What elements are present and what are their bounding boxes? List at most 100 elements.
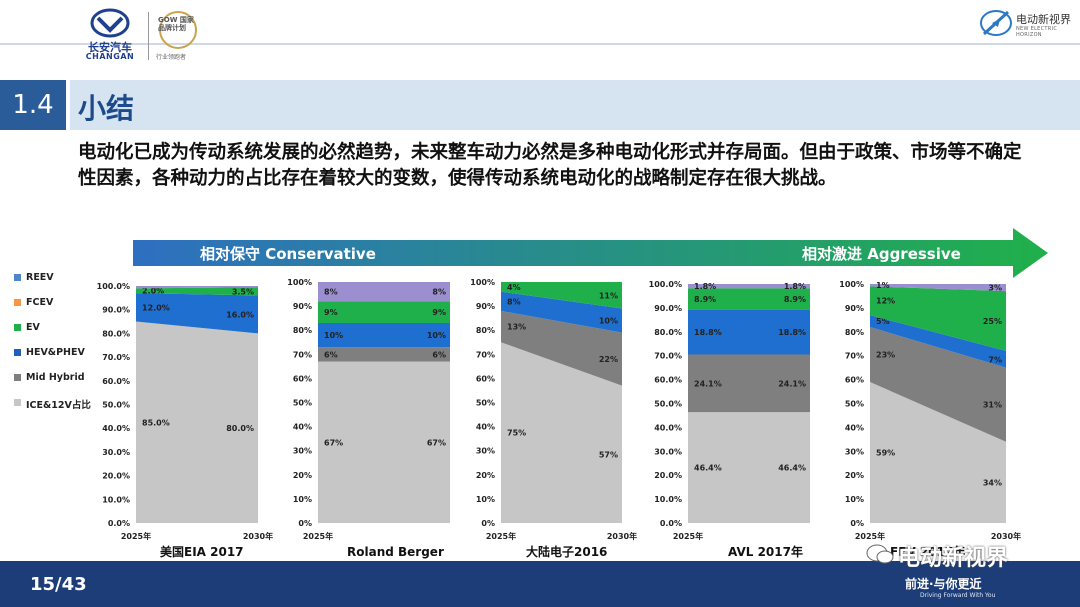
chart-title: FEV 2017年 <box>890 544 965 559</box>
header-divider <box>0 43 1080 45</box>
program-logo: GOW 国家品牌计划 行业领跑者 <box>156 10 200 61</box>
arrow-label-conservative: 相对保守 Conservative <box>200 245 376 263</box>
legend-label: HEV&PHEV <box>26 347 85 358</box>
data-label: 8.9% <box>784 295 806 304</box>
y-tick-label: 40% <box>293 423 312 432</box>
y-tick-label: 40.0% <box>654 423 682 432</box>
legend-label: Mid Hybrid <box>26 372 85 383</box>
data-label: 67% <box>427 438 446 447</box>
changan-emblem-icon <box>90 8 130 38</box>
data-label: 4% <box>507 283 521 292</box>
legend-swatch <box>14 374 21 381</box>
area-series-ice-12v- <box>688 412 810 523</box>
chart-title: 美国EIA 2017 <box>160 544 244 559</box>
data-label: 9% <box>324 308 338 317</box>
data-label: 16.0% <box>226 310 254 319</box>
y-tick-label: 60.0% <box>654 376 682 385</box>
area-series-ev <box>870 286 1006 351</box>
data-label: 10% <box>599 317 618 326</box>
data-label: 2.0% <box>142 287 164 296</box>
y-tick-label: 10.0% <box>654 495 682 504</box>
area-series-reev <box>870 284 1006 292</box>
page-number: 15/43 <box>30 574 87 595</box>
data-label: 85.0% <box>142 418 170 427</box>
area-series-ev <box>688 288 810 310</box>
area-series-ev <box>318 301 450 323</box>
data-label: 8% <box>507 297 521 306</box>
y-tick-label: 0% <box>481 519 495 528</box>
area-series-hev-phev <box>318 322 450 348</box>
chart-title: Roland Berger <box>347 545 444 559</box>
y-tick-label: 10% <box>845 495 864 504</box>
y-tick-label: 0.0% <box>660 519 682 528</box>
data-label: 8% <box>324 288 338 297</box>
y-tick-label: 80% <box>845 328 864 337</box>
watermark: 电动新视界 <box>898 546 1009 571</box>
data-label: 6% <box>324 350 338 359</box>
data-label: 46.4% <box>694 464 722 473</box>
area-series-hev-phev <box>136 293 258 334</box>
area-series-reev <box>688 284 810 289</box>
y-tick-label: 0% <box>850 519 864 528</box>
wechat-icon <box>866 544 894 564</box>
data-label: 75% <box>507 429 526 438</box>
media-en: NEW ELECTRIC HORIZON <box>1016 26 1058 38</box>
program-sub: 行业领跑者 <box>156 54 187 61</box>
area-series-hev-phev <box>870 315 1006 368</box>
data-label: 12.0% <box>142 303 170 312</box>
y-tick-label: 80% <box>293 326 312 335</box>
x-tick-label: 2025年 <box>121 531 151 541</box>
data-label: 22% <box>599 355 618 364</box>
y-tick-label: 80.0% <box>102 329 130 338</box>
y-tick-label: 10% <box>476 495 495 504</box>
x-tick-label: 2030年 <box>991 531 1021 541</box>
y-tick-label: 30.0% <box>102 448 130 457</box>
data-label: 46.4% <box>778 464 806 473</box>
data-label: 9% <box>432 308 446 317</box>
data-label: 1.8% <box>784 282 806 291</box>
y-tick-label: 20% <box>293 471 312 480</box>
data-label: 10% <box>324 331 343 340</box>
y-tick-label: 90% <box>293 302 312 311</box>
data-label: 25% <box>983 317 1002 326</box>
program-logo-text: GOW 国家品牌计划 <box>158 16 194 32</box>
legend-swatch <box>14 324 21 331</box>
area-series-ev <box>501 282 622 309</box>
y-tick-label: 70% <box>845 352 864 361</box>
legend-item-reev: REEV <box>14 272 114 286</box>
data-label: 3.5% <box>232 287 254 296</box>
legend-label: ICE&12V占比 <box>26 400 91 411</box>
footer-bar <box>0 561 1080 607</box>
legend-swatch <box>14 349 21 356</box>
y-tick-label: 60% <box>476 374 495 383</box>
media-globe-icon <box>980 10 1012 36</box>
y-tick-label: 100% <box>470 278 495 287</box>
data-label: 8% <box>432 288 446 297</box>
data-label: 1% <box>876 281 890 290</box>
data-label: 34% <box>983 478 1002 487</box>
x-tick-label: 2025年 <box>486 531 516 541</box>
legend-swatch <box>14 274 21 281</box>
footer-slogan-en: Driving Forward With You <box>920 592 996 599</box>
data-label: 12% <box>876 297 895 306</box>
y-tick-label: 80% <box>476 326 495 335</box>
legend-item-hev-phev: HEV&PHEV <box>14 347 114 361</box>
y-tick-label: 60% <box>845 376 864 385</box>
area-series-mid-hybrid <box>318 347 450 362</box>
y-tick-label: 60.0% <box>102 377 130 386</box>
y-tick-label: 100.0% <box>649 280 682 289</box>
area-series-ice-12v- <box>870 381 1006 523</box>
legend-label: EV <box>26 322 40 333</box>
y-tick-label: 20% <box>476 471 495 480</box>
brand-separator <box>148 12 149 60</box>
y-tick-label: 0% <box>298 519 312 528</box>
y-tick-label: 100% <box>287 278 312 287</box>
x-tick-label: 2025年 <box>673 531 703 541</box>
y-tick-label: 40% <box>476 423 495 432</box>
area-series-reev <box>136 286 258 289</box>
section-title: 小结 <box>78 92 135 125</box>
brand-cn: 长安汽车 <box>88 41 132 54</box>
